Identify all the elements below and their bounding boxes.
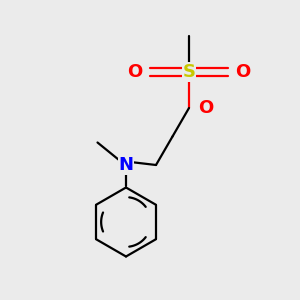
Text: O: O (198, 99, 213, 117)
Text: O: O (127, 63, 142, 81)
Text: O: O (236, 63, 251, 81)
Text: N: N (118, 156, 134, 174)
Text: S: S (182, 63, 196, 81)
